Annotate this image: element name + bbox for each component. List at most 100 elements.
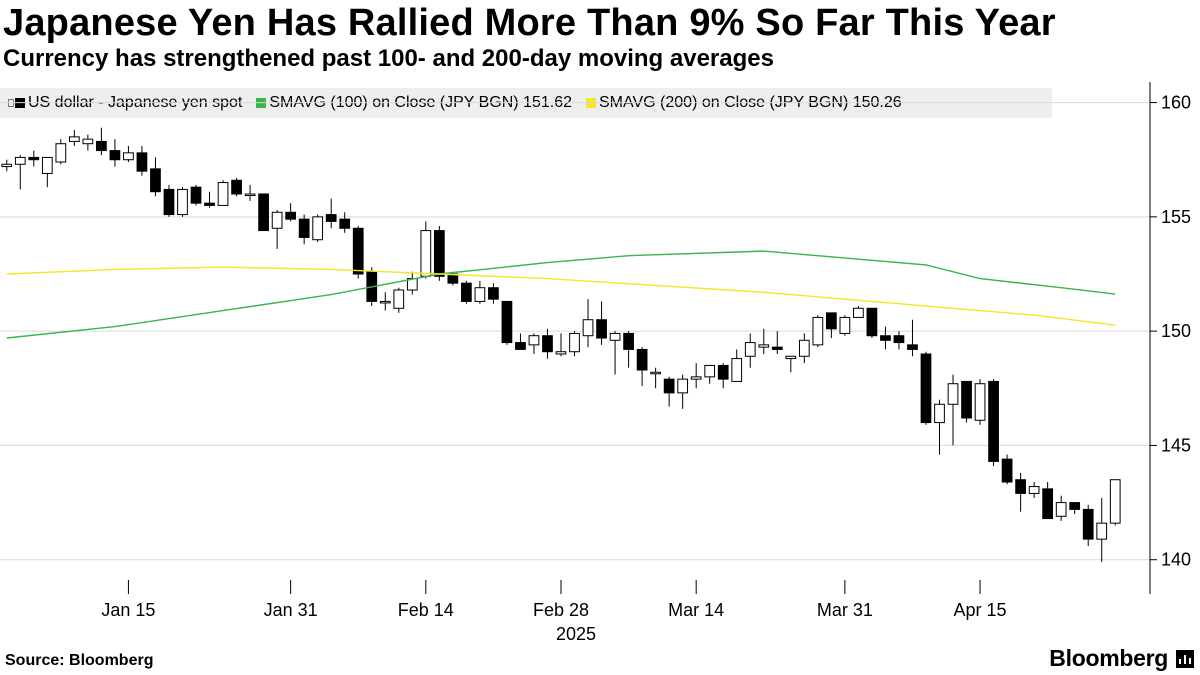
candle-body <box>596 319 607 339</box>
candle <box>123 146 134 162</box>
candle-body <box>271 211 283 229</box>
bloomberg-icon <box>1176 650 1194 668</box>
candle-body <box>1015 479 1026 494</box>
candle-body <box>555 351 567 355</box>
candle <box>150 157 161 197</box>
brand-wordmark: Bloomberg <box>1049 645 1168 671</box>
candle <box>163 184 175 217</box>
candle-body <box>582 319 594 337</box>
candle <box>744 333 756 368</box>
candle <box>569 331 580 357</box>
candle <box>1028 482 1040 498</box>
candle-body <box>109 150 121 161</box>
candle <box>515 333 526 350</box>
candle <box>934 399 945 455</box>
candle-body <box>542 335 553 353</box>
candle-body <box>853 307 864 318</box>
candle <box>420 221 432 279</box>
candle <box>244 184 256 201</box>
y-tick-label: 150 <box>1161 321 1191 341</box>
candle <box>488 283 499 304</box>
candle-body <box>704 364 716 378</box>
candle <box>68 130 80 146</box>
candle <box>528 333 540 354</box>
x-axis-year-label: 2025 <box>556 624 596 644</box>
candle <box>204 191 215 208</box>
candle <box>1001 454 1013 485</box>
x-tick-label: Feb 28 <box>533 600 589 620</box>
candle-body <box>41 156 53 174</box>
candle <box>41 156 53 188</box>
candle-body <box>866 307 878 337</box>
candle <box>582 299 594 348</box>
candle-body <box>1096 522 1108 540</box>
sma200-line <box>6 266 1116 326</box>
candle-body <box>920 353 932 424</box>
candle-body <box>68 136 80 142</box>
candle-body <box>825 312 837 330</box>
candle <box>217 180 229 206</box>
candle-body <box>55 143 67 163</box>
candle <box>474 280 486 304</box>
candle-body <box>974 383 986 421</box>
candle-body <box>163 188 175 216</box>
sma100-line <box>6 250 1116 339</box>
candle <box>771 331 783 354</box>
candle-body <box>569 332 580 353</box>
candle <box>623 331 634 368</box>
candle-body <box>1069 502 1081 510</box>
candle-body <box>379 300 391 304</box>
candle-body <box>1028 486 1040 494</box>
candle <box>298 214 310 245</box>
candle-body <box>907 344 918 350</box>
candle-body <box>758 344 770 348</box>
candle <box>1042 482 1054 520</box>
candle-body <box>28 156 40 161</box>
candle <box>28 150 40 167</box>
candle-body <box>690 376 702 380</box>
candle-body <box>785 355 797 360</box>
candle <box>866 307 878 338</box>
candle-body <box>839 316 851 334</box>
candle <box>82 134 94 151</box>
candle-body <box>488 287 499 300</box>
candle-body <box>988 380 999 462</box>
candle <box>853 306 864 318</box>
candle-body <box>1055 502 1067 517</box>
x-tick-label: Mar 31 <box>817 600 873 620</box>
candle-body <box>96 140 107 152</box>
candle <box>14 155 26 190</box>
candle <box>379 292 391 311</box>
candle-body <box>744 342 756 357</box>
candle <box>501 300 513 345</box>
candle-body <box>731 358 743 382</box>
candle-body <box>177 188 188 216</box>
candle <box>663 376 675 407</box>
candle-body <box>771 346 783 350</box>
candle <box>731 349 743 382</box>
x-tick-label: Jan 15 <box>101 600 155 620</box>
candle <box>609 331 621 375</box>
candle <box>974 379 986 425</box>
candle <box>825 312 837 338</box>
candle <box>339 212 351 233</box>
candle <box>798 333 810 364</box>
candle <box>433 226 445 281</box>
candle-body <box>474 287 486 302</box>
candle <box>596 301 607 345</box>
candle <box>1069 502 1081 514</box>
candle <box>650 367 661 389</box>
candle <box>1082 504 1094 546</box>
source-note: Source: Bloomberg <box>5 652 154 669</box>
x-tick-label: Mar 14 <box>668 600 724 620</box>
candle <box>190 184 202 206</box>
candle-body <box>650 371 661 375</box>
candle <box>1 159 13 172</box>
candle-body <box>515 342 526 350</box>
candle <box>542 328 553 359</box>
candle <box>271 210 283 249</box>
candle <box>717 363 729 389</box>
candle <box>690 363 702 389</box>
candle <box>55 139 67 165</box>
